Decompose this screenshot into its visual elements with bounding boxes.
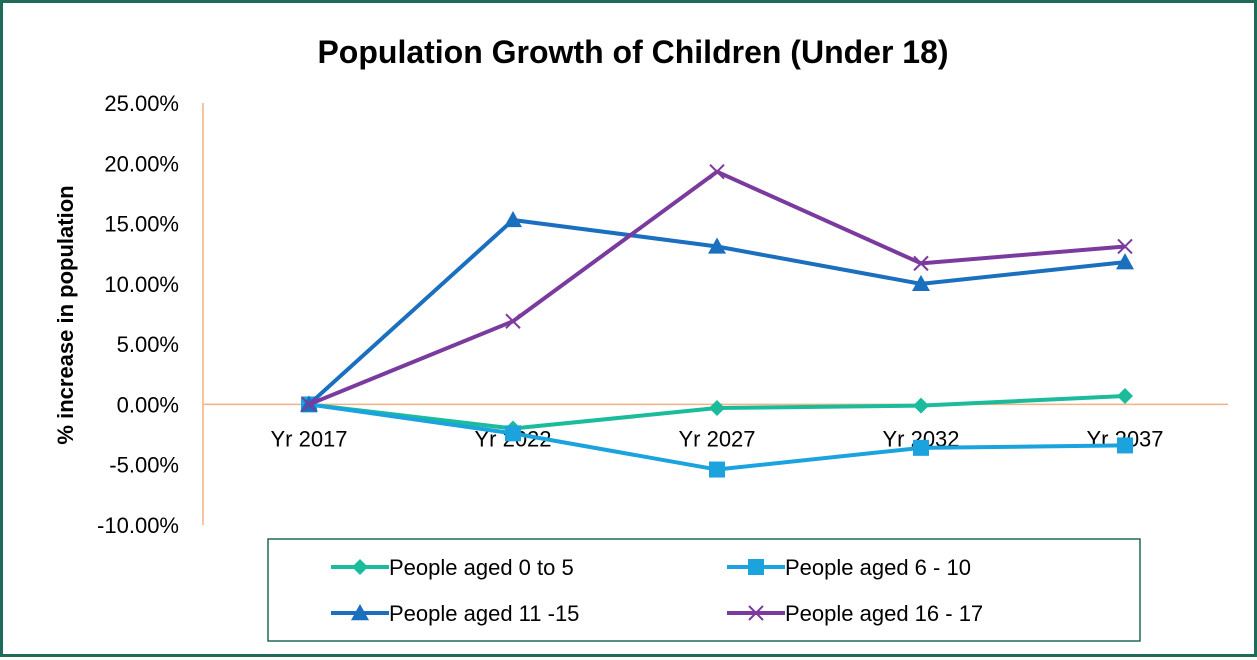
legend-label: People aged 6 - 10 [785,555,971,580]
data-point [709,164,725,180]
series-line [308,169,1126,407]
chart-canvas: Population Growth of Children (Under 18)… [53,34,1228,642]
data-point [709,400,725,417]
data-point [709,461,725,478]
data-point [748,559,764,575]
y-tick-label: -5.00% [109,453,179,478]
x-tick-label: Yr 2027 [678,426,755,451]
data-point-stroke [709,164,725,180]
series-group [300,210,1134,412]
y-tick-label: 0.00% [117,392,179,417]
series-group [301,164,1133,413]
legend: People aged 0 to 5 People aged 6 - 10 Peop… [267,538,1141,642]
y-tick-label: 5.00% [117,332,179,357]
legend-label: People aged 16 - 17 [785,601,983,626]
axes: 25.00% 20.00% 15.00% 10.00% 5.00% 0.00% -5.00%… [97,91,1228,538]
y-tick-label: 15.00% [104,212,179,237]
data-point [708,237,726,254]
legend-label: People aged 0 to 5 [389,555,574,580]
data-point-stroke [913,255,929,272]
y-axis-label: % increase in population [53,185,78,444]
data-point [1116,253,1134,270]
y-tick-label: 20.00% [104,151,179,176]
data-point [1117,437,1133,454]
data-point-stroke [1117,238,1133,255]
y-tick-label: 25.00% [104,91,179,116]
data-point [504,210,522,228]
data-point-stroke [505,313,521,329]
data-point [351,604,369,621]
data-point [913,439,929,456]
data-point [352,559,368,575]
data-point [912,274,930,292]
legend-entry: People aged 6 - 10 [727,555,971,580]
legend-box [267,538,1141,642]
legend-label: People aged 11 -15 [389,601,579,626]
data-point [913,255,929,272]
data-point [1117,387,1133,404]
legend-entry: People aged 16 - 17 [727,601,983,626]
data-point [1117,238,1133,255]
data-point [748,605,764,621]
legend-entry: People aged 0 to 5 [331,555,574,580]
legend-entry: People aged 11 -15 [331,601,579,626]
data-point-stroke [301,396,317,413]
x-tick-label: Yr 2017 [270,426,347,451]
y-tick-label: -10.00% [97,513,179,538]
data-point [301,396,317,413]
data-point [505,425,521,442]
data-point-stroke [748,605,764,621]
data-point [505,313,521,329]
data-point [913,397,929,414]
chart-title: Population Growth of Children (Under 18) [317,34,948,70]
plot-area [300,164,1134,478]
y-tick-label: 10.00% [104,272,179,297]
